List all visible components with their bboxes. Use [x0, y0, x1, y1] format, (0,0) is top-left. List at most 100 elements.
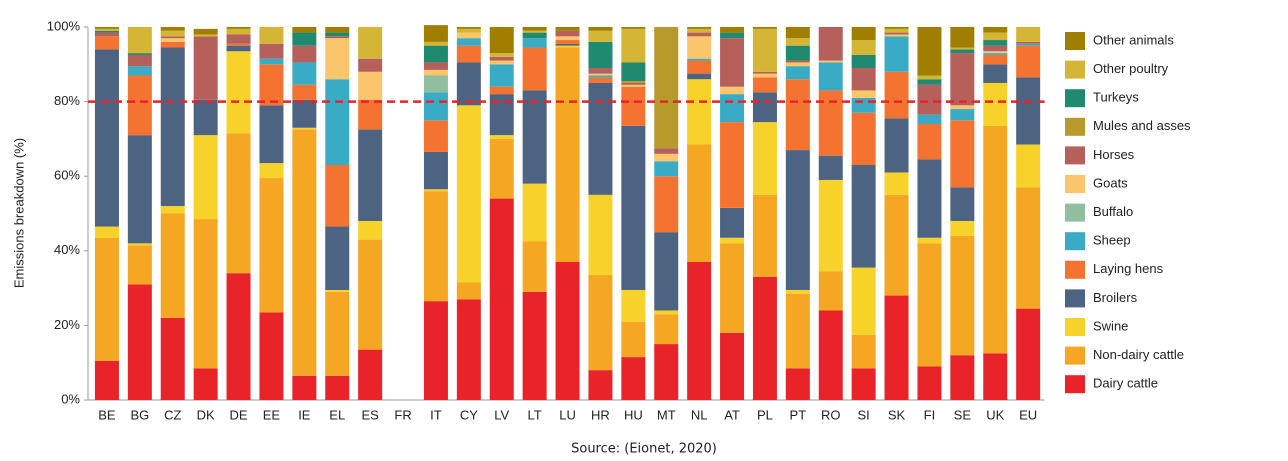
bar-segment — [884, 32, 909, 35]
legend-label: Horses — [1093, 147, 1135, 162]
bar-segment — [358, 349, 383, 400]
bar-segment — [950, 235, 975, 356]
bar-segment — [358, 58, 383, 72]
legend-label: Swine — [1093, 318, 1128, 333]
bar-segment — [851, 54, 876, 69]
bar-segment — [654, 314, 679, 345]
bar-segment — [423, 151, 448, 190]
bar-segment — [720, 237, 745, 244]
bar-segment — [325, 226, 350, 290]
bar-segment — [358, 71, 383, 100]
bar-segment — [423, 62, 448, 70]
bar-segment — [325, 289, 350, 292]
bar-segment — [94, 32, 119, 37]
bar-segment — [423, 41, 448, 46]
bar-segment — [226, 51, 251, 134]
legend-label: Sheep — [1093, 233, 1131, 248]
bar-segment — [687, 36, 712, 59]
legend-label: Broilers — [1093, 290, 1138, 305]
bar-segment — [818, 179, 843, 272]
bar-segment — [423, 69, 448, 76]
bar-segment — [654, 153, 679, 162]
bar-segment — [687, 60, 712, 74]
source-note: Source: (Eionet, 2020) — [571, 442, 717, 457]
bar-segment — [226, 27, 251, 29]
bar-segment — [325, 165, 350, 227]
bar-segment — [588, 194, 613, 276]
bar-segment — [621, 62, 646, 82]
bar-segment — [884, 118, 909, 173]
bar-segment — [621, 125, 646, 290]
bar-segment — [752, 27, 777, 29]
bar-segment — [851, 267, 876, 335]
bar-segment — [193, 99, 218, 136]
bar-segment — [917, 237, 942, 244]
bar-segment — [160, 47, 185, 207]
bar-segment — [127, 243, 152, 246]
bar-segment — [94, 30, 119, 33]
bar-segment — [687, 73, 712, 80]
bar-segment — [983, 54, 1008, 65]
bar-segment — [423, 189, 448, 192]
bar-segment — [259, 178, 284, 313]
x-tick-label: DK — [197, 407, 215, 422]
bar-segment — [654, 344, 679, 400]
bar-segment — [193, 34, 218, 37]
bar-segment — [785, 293, 810, 369]
bar-segment — [226, 133, 251, 274]
bar-segment — [752, 122, 777, 195]
bar-segment — [884, 71, 909, 119]
bar-segment — [752, 28, 777, 72]
bar-segment — [851, 97, 876, 113]
legend-label: Goats — [1093, 175, 1128, 190]
bar-segment — [917, 123, 942, 160]
bar-segment — [654, 161, 679, 177]
bar-segment — [654, 148, 679, 154]
x-tick-label: SE — [954, 407, 972, 422]
bar-segment — [160, 38, 185, 42]
bar-segment — [555, 27, 580, 31]
bar-segment — [588, 370, 613, 400]
bar-segment — [588, 82, 613, 195]
bar-segment — [555, 47, 580, 262]
bar-segment — [884, 27, 909, 29]
bar-segment — [720, 122, 745, 208]
bar-segment — [423, 92, 448, 121]
x-tick-label: CY — [460, 407, 478, 422]
legend-swatch — [1065, 175, 1085, 193]
bar-segment — [456, 282, 481, 300]
bar-segment — [687, 28, 712, 33]
bar-segment — [785, 79, 810, 151]
legend-swatch — [1065, 146, 1085, 165]
bar-segment — [456, 105, 481, 283]
bar-segment — [950, 109, 975, 121]
bar-segment — [94, 36, 119, 50]
bar-segment — [259, 163, 284, 179]
legend-label: Turkeys — [1093, 90, 1139, 105]
bar-segment — [1016, 187, 1041, 309]
bar-segment — [588, 75, 613, 78]
bar-segment — [259, 105, 284, 164]
x-tick-label: DE — [230, 407, 248, 422]
legend-label: Non-dairy cattle — [1093, 347, 1184, 362]
bar-segment — [127, 27, 152, 54]
bar-segment — [226, 45, 251, 52]
x-tick-label: BG — [130, 407, 149, 422]
bar-segment — [456, 299, 481, 400]
bar-segment — [950, 120, 975, 188]
bar-segment — [851, 334, 876, 369]
bar-segment — [818, 271, 843, 311]
bar-segment — [94, 28, 119, 31]
bar-segment — [917, 75, 942, 80]
bar-segment — [292, 129, 317, 376]
x-tick-label: AT — [724, 407, 740, 422]
bar-segment — [720, 27, 745, 33]
bar-segment — [884, 194, 909, 296]
x-tick-label: BE — [98, 407, 116, 422]
x-tick-label: CZ — [164, 407, 181, 422]
bar-segment — [621, 86, 646, 126]
bar-segment — [720, 32, 745, 39]
bar-segment — [555, 261, 580, 400]
bar-segment — [489, 53, 514, 57]
bar-segment — [1016, 308, 1041, 400]
